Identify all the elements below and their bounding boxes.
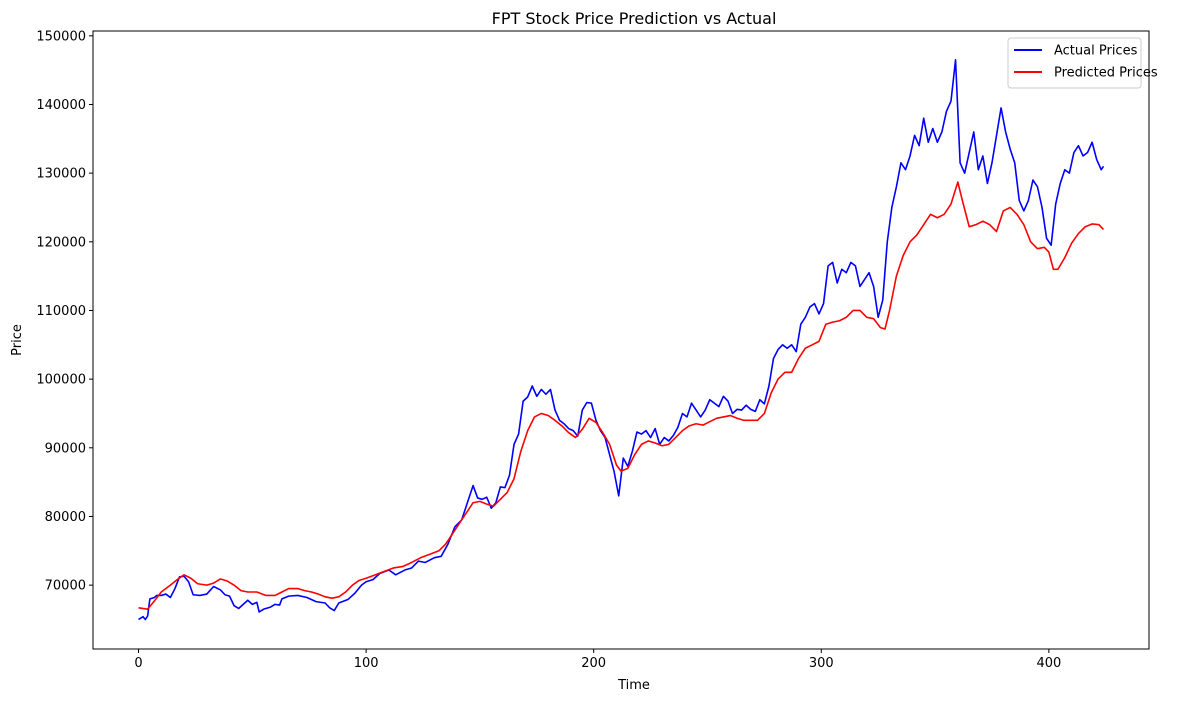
series-line-actual-prices — [138, 59, 1105, 621]
x-axis: 0 100 200 300 400 — [134, 649, 1061, 671]
y-tick-label: 70000 — [45, 579, 86, 594]
y-tick-label: 120000 — [36, 235, 86, 250]
legend-label-actual-prices: Actual Prices — [1054, 44, 1138, 59]
x-tick-label: 0 — [134, 656, 142, 671]
series-layer — [138, 59, 1105, 621]
y-axis-label: Price — [10, 324, 25, 356]
y-tick-label: 150000 — [36, 29, 86, 44]
y-tick-label: 90000 — [45, 441, 86, 456]
x-tick-label: 400 — [1036, 656, 1061, 671]
plot-frame — [92, 30, 1150, 650]
series-line-predicted-prices — [138, 181, 1105, 610]
legend: Actual Prices Predicted Prices — [1007, 37, 1158, 89]
y-tick-label: 140000 — [36, 98, 86, 113]
x-tick-label: 300 — [809, 656, 834, 671]
plot-area — [92, 30, 1150, 650]
legend-items: Actual Prices Predicted Prices — [1014, 44, 1158, 81]
legend-label-predicted-prices: Predicted Prices — [1054, 66, 1158, 81]
x-axis-label: Time — [617, 678, 650, 693]
x-tick-label: 100 — [354, 656, 379, 671]
y-tick-label: 100000 — [36, 373, 86, 388]
y-tick-label: 110000 — [36, 304, 86, 319]
x-tick-label: 200 — [581, 656, 606, 671]
y-tick-label: 130000 — [36, 167, 86, 182]
chart-title: FPT Stock Price Prediction vs Actual — [492, 9, 777, 28]
y-axis: 70000 80000 90000 100000 110000 120000 130000 1… — [36, 29, 93, 594]
y-tick-label: 80000 — [45, 510, 86, 525]
